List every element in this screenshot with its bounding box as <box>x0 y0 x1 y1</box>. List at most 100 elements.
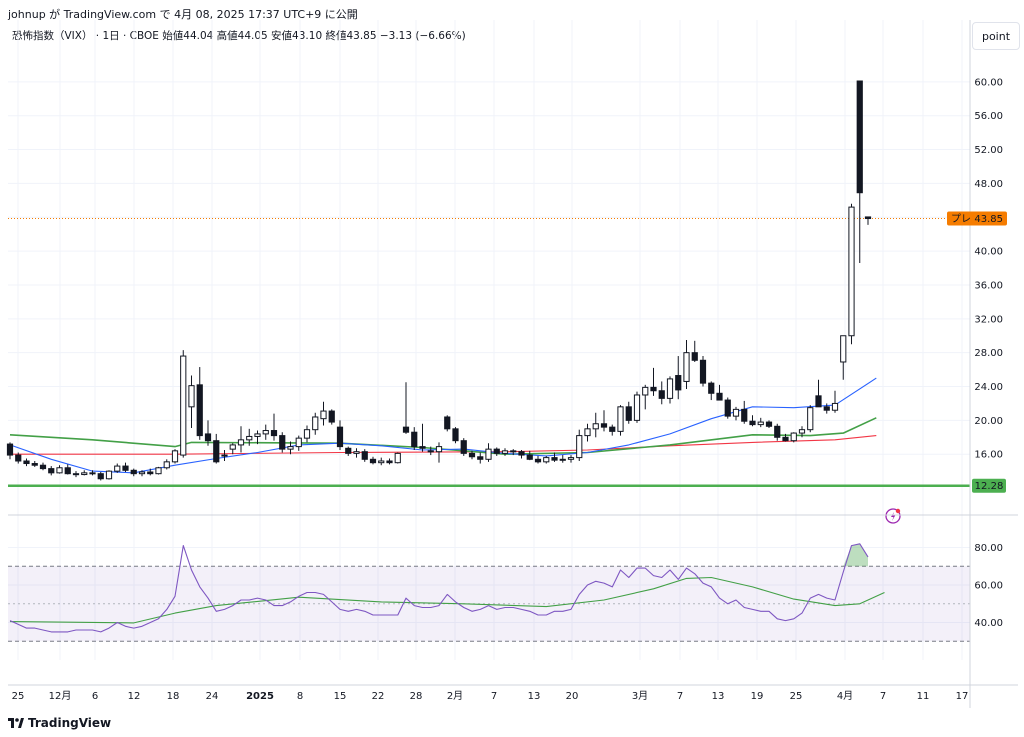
price-pane <box>6 80 970 524</box>
candle-body <box>171 450 179 463</box>
candle-body <box>72 473 80 476</box>
time-tick-label: 13 <box>528 691 541 702</box>
time-tick-label: 22 <box>372 691 385 702</box>
rsi-tick-label: 80.00 <box>974 543 1003 554</box>
candle-body <box>774 425 781 438</box>
time-tick-label: 13 <box>712 691 725 702</box>
candle-body <box>543 457 550 463</box>
candle-body <box>749 420 756 426</box>
candle-body <box>6 443 14 456</box>
candle-body <box>600 423 608 428</box>
candle-body <box>31 463 38 466</box>
price-tick-label: 60.00 <box>974 77 1003 88</box>
candle-body <box>642 386 649 396</box>
axes: 16.0020.0024.0028.0032.0036.0040.0044.00… <box>8 20 1018 708</box>
support-price-tag <box>972 478 1006 493</box>
price-tick-label: 56.00 <box>974 111 1003 122</box>
candle-body <box>592 423 599 430</box>
price-tick-label: 52.00 <box>974 145 1003 156</box>
candle-body <box>831 402 839 411</box>
candle-body <box>295 437 302 448</box>
candle-body <box>551 457 558 461</box>
candle-body <box>114 465 121 472</box>
candle-body <box>452 428 459 442</box>
candle-body <box>361 451 368 460</box>
candle-body <box>856 80 863 194</box>
candle-body <box>468 452 476 458</box>
rsi-line <box>9 543 869 633</box>
candle-body <box>15 454 22 462</box>
candle-body <box>823 406 830 411</box>
candle-body <box>188 385 195 408</box>
candle-body <box>229 444 236 450</box>
candle-body <box>353 451 360 454</box>
time-tick-label: 25 <box>12 691 25 702</box>
candle-body <box>138 471 146 475</box>
candle-body <box>287 446 294 450</box>
price-unit-button[interactable]: point <box>972 22 1020 50</box>
candle-body <box>163 461 170 469</box>
alert-icon-bolt <box>891 512 896 521</box>
candle-body <box>609 426 616 432</box>
time-tick-label: 24 <box>206 691 219 702</box>
candle-body <box>345 447 352 454</box>
candle-body <box>658 390 665 399</box>
alert-icon-dot <box>895 508 901 514</box>
candle-body <box>394 452 401 464</box>
time-tick-label: 20 <box>566 691 579 702</box>
brand-label: TradingView <box>28 716 112 730</box>
candle-body <box>312 416 319 431</box>
candle-body <box>64 467 71 475</box>
candle-body <box>97 473 104 480</box>
publish-line: johnup が TradingView.com で 4月 08, 2025 1… <box>8 8 358 21</box>
price-tick-label: 48.00 <box>974 179 1003 190</box>
candle-body <box>840 335 847 363</box>
candle-body <box>81 472 88 476</box>
candle-body <box>666 378 674 399</box>
pre-market-label: プレ <box>951 213 971 225</box>
rsi-overbought-fill <box>843 543 868 567</box>
time-tick-label: 12 <box>128 691 141 702</box>
candle-body <box>724 399 731 417</box>
time-tick-label: 11 <box>917 691 930 702</box>
candle-body <box>122 465 129 471</box>
sma-mid-line <box>9 417 877 456</box>
price-tick-label: 32.00 <box>974 314 1003 325</box>
candle-body <box>691 352 698 361</box>
candle-body <box>501 450 509 454</box>
price-tick-label: 28.00 <box>974 348 1003 359</box>
candle-body <box>48 468 55 474</box>
price-tick-label: 20.00 <box>974 416 1003 427</box>
candle-body <box>196 384 203 437</box>
candle-body <box>699 359 707 384</box>
candle-body <box>741 408 748 422</box>
rsi-pane <box>8 543 970 642</box>
candle-body <box>386 460 393 464</box>
candle-body <box>155 467 162 475</box>
candle-body <box>477 456 484 460</box>
time-tick-label: 25 <box>790 691 803 702</box>
candle-body <box>435 446 443 453</box>
candle-body <box>807 407 814 431</box>
candle-body <box>650 386 657 392</box>
candle-body <box>576 435 583 459</box>
candle-body <box>378 460 385 464</box>
candle-body <box>708 382 715 394</box>
current-price-tag <box>947 211 1007 226</box>
candle-body <box>782 436 789 442</box>
candle-body <box>270 430 278 437</box>
time-tick-label: 3月 <box>632 690 648 702</box>
time-tick-label: 4月 <box>837 690 853 702</box>
candle-body <box>419 446 426 449</box>
candle-body <box>204 433 212 442</box>
time-tick-label: 7 <box>491 691 497 702</box>
support-price-label: 12.28 <box>975 481 1004 492</box>
candle-body <box>526 454 533 460</box>
candle-body <box>303 429 311 439</box>
time-tick-label: 8 <box>297 691 303 702</box>
candle-body <box>369 458 377 464</box>
candle-body <box>757 421 764 426</box>
candle-body <box>534 458 542 463</box>
candle-body <box>39 464 47 470</box>
